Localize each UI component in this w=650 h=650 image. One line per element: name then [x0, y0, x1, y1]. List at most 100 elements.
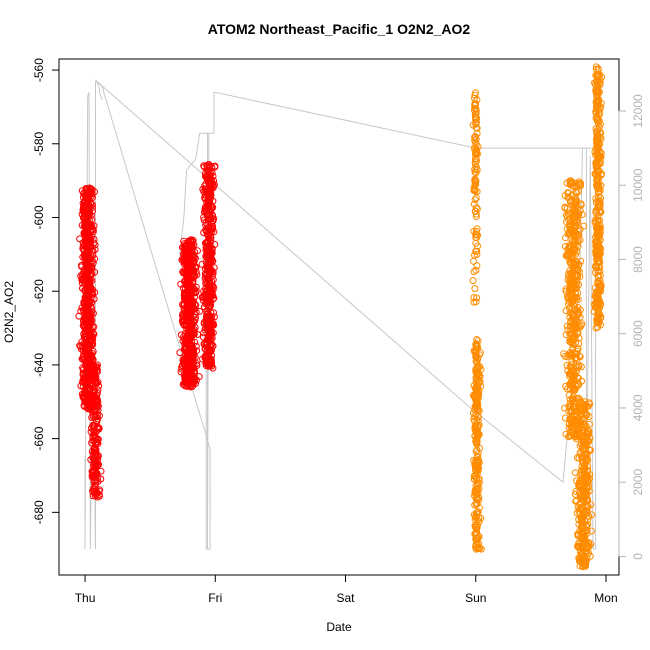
scatter-point [206, 321, 214, 329]
scatter-point [572, 202, 580, 210]
scatter-point [584, 457, 592, 465]
scatter-point [93, 493, 101, 501]
x-tick-label: Mon [594, 591, 617, 605]
scatter-point [474, 389, 482, 397]
scatter-point [207, 186, 215, 194]
scatter-point [470, 200, 478, 208]
scatter-point [575, 180, 583, 188]
y2-tick-label: 4000 [631, 394, 645, 421]
scatter-point [568, 191, 576, 199]
scatter-point [564, 213, 572, 220]
scatter-point [204, 252, 212, 260]
scatter-point [91, 370, 99, 378]
scatter-point [586, 471, 594, 479]
scatter-point [585, 487, 593, 495]
scatter-point [185, 237, 193, 245]
scatter-point [90, 424, 98, 432]
scatter-point [596, 76, 604, 84]
scatter-point [580, 222, 588, 230]
scatter-point [592, 170, 600, 178]
scatter-point [84, 194, 92, 202]
scatter-point [593, 184, 601, 192]
scatter-point [472, 482, 480, 490]
y-tick-label: -680 [32, 500, 46, 524]
scatter-point [474, 354, 481, 362]
scatter-point [570, 429, 577, 437]
scatter-point [471, 492, 478, 500]
scatter-point [82, 376, 90, 384]
scatter-point [471, 424, 479, 432]
scatter-point [190, 361, 198, 369]
scatter-point [572, 280, 580, 288]
scatter-point [84, 197, 91, 205]
scatter-point [473, 205, 481, 213]
scatter-point [566, 322, 574, 330]
scatter-point [574, 217, 581, 225]
scatter-point [592, 238, 599, 246]
scatter-point [475, 514, 483, 522]
scatter-point [568, 418, 576, 426]
scatter-point [566, 220, 574, 228]
scatter-point [94, 452, 102, 460]
scatter-point [564, 353, 572, 361]
scatter-point [78, 276, 86, 284]
scatter-point [178, 256, 186, 264]
scatter-point [79, 194, 87, 201]
scatter-point [200, 213, 208, 221]
scatter-point [594, 188, 602, 196]
scatter-point [91, 481, 99, 489]
scatter-point [472, 114, 480, 121]
scatter-point [584, 467, 591, 475]
scatter-point [470, 415, 478, 423]
scatter-point [575, 489, 583, 497]
scatter-point [572, 241, 580, 249]
scatter-point [596, 268, 604, 275]
scatter-point [94, 474, 102, 482]
scatter-point [580, 483, 588, 491]
scatter-point [191, 353, 199, 361]
scatter-point [472, 513, 479, 521]
scatter-point [582, 508, 590, 515]
y-tick-label: -580 [32, 131, 46, 155]
scatter-point [574, 304, 582, 311]
scatter-point [177, 331, 185, 339]
scatter-point [579, 554, 586, 562]
scatter-point [473, 370, 481, 378]
scatter-point [597, 103, 604, 111]
scatter-point [564, 189, 572, 197]
scatter-point [209, 342, 217, 350]
scatter-point [561, 352, 569, 360]
scatter-point [574, 265, 582, 273]
scatter-point [577, 363, 585, 371]
scatter-point [83, 353, 91, 361]
scatter-point [592, 114, 600, 122]
scatter-point [471, 175, 479, 183]
scatter-point [592, 255, 600, 263]
scatter-point [204, 332, 212, 340]
scatter-point [592, 263, 600, 270]
scatter-point [80, 213, 88, 221]
scatter-point [578, 527, 586, 535]
scatter-point [574, 242, 582, 250]
scatter-point [195, 373, 203, 381]
scatter-point [184, 274, 192, 282]
scatter-point [80, 369, 88, 377]
scatter-point [206, 269, 214, 277]
scatter-point [576, 543, 584, 551]
scatter-point [471, 196, 479, 204]
scatter-point [89, 392, 96, 399]
scatter-point [470, 298, 478, 306]
scatter-point [184, 382, 192, 390]
scatter-point [182, 365, 190, 373]
scatter-point [576, 422, 584, 429]
scatter-point [571, 318, 579, 325]
scatter-point [209, 276, 217, 284]
scatter-point [570, 367, 578, 374]
scatter-point [577, 433, 585, 441]
scatter-point [206, 162, 214, 170]
scatter-point [570, 218, 577, 226]
scatter-point [89, 348, 97, 355]
scatter-point [78, 279, 86, 287]
scatter-point [198, 293, 206, 301]
